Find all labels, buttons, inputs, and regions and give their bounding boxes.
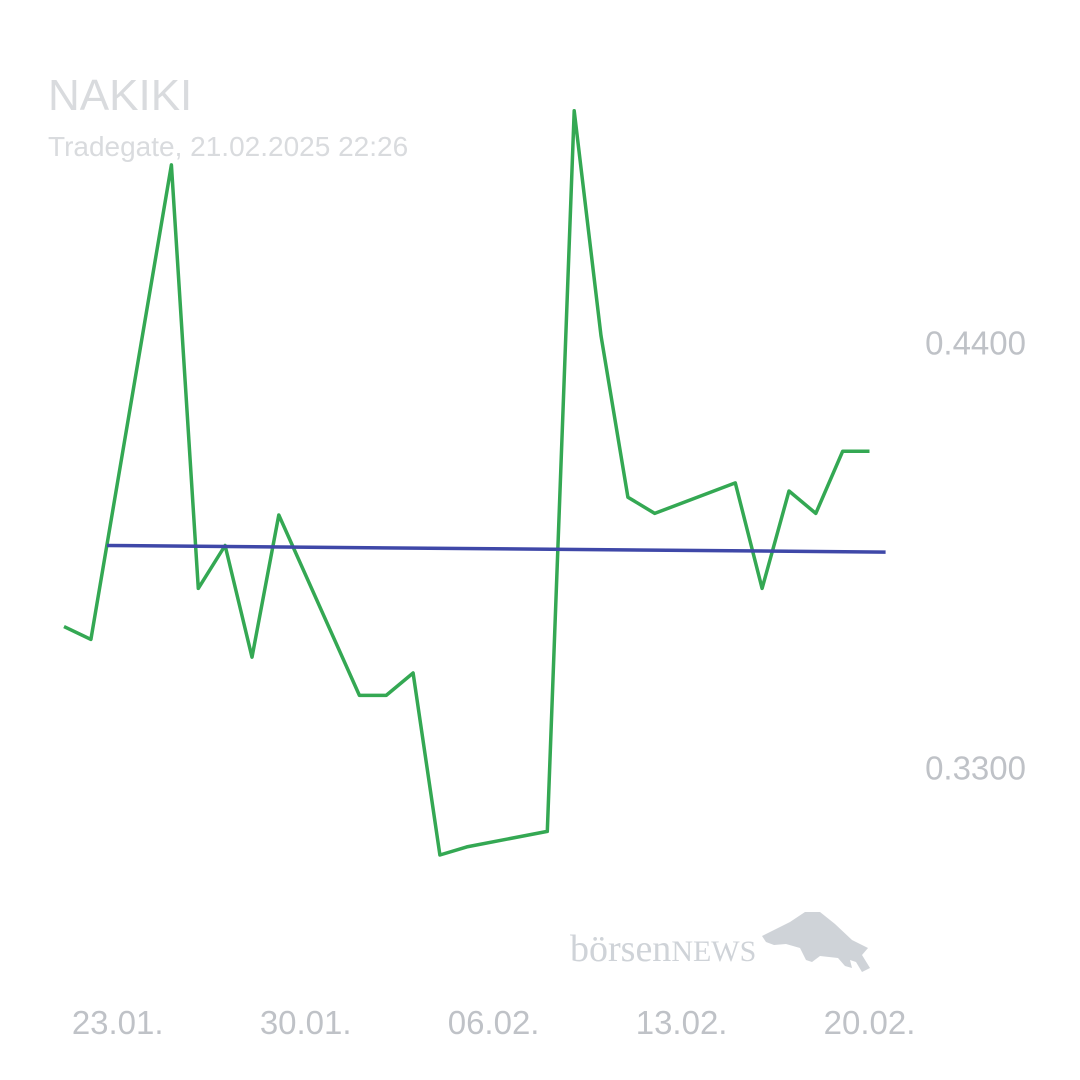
plot-area [63,109,886,857]
watermark-text: börsenNEWS [570,928,756,970]
x-tick-label: 23.01. [72,1004,164,1041]
x-axis-labels: 23.01. 30.01. 06.02. 13.02. 20.02. [72,1004,916,1041]
y-axis-labels: 0.4400 0.3300 [925,324,1026,786]
average-series-line [106,543,886,554]
x-tick-label: 20.02. [824,1004,916,1041]
x-tick-label: 06.02. [448,1004,540,1041]
price-series-line [63,109,870,857]
x-tick-label: 13.02. [636,1004,728,1041]
watermark-logo: börsenNEWS [570,912,870,972]
chart-title: NAKIKI [48,71,192,120]
bull-icon [762,912,870,972]
chart-subtitle: Tradegate, 21.02.2025 22:26 [48,131,408,162]
y-tick-label: 0.3300 [925,749,1026,786]
x-tick-label: 30.01. [260,1004,352,1041]
y-tick-label: 0.4400 [925,324,1026,361]
